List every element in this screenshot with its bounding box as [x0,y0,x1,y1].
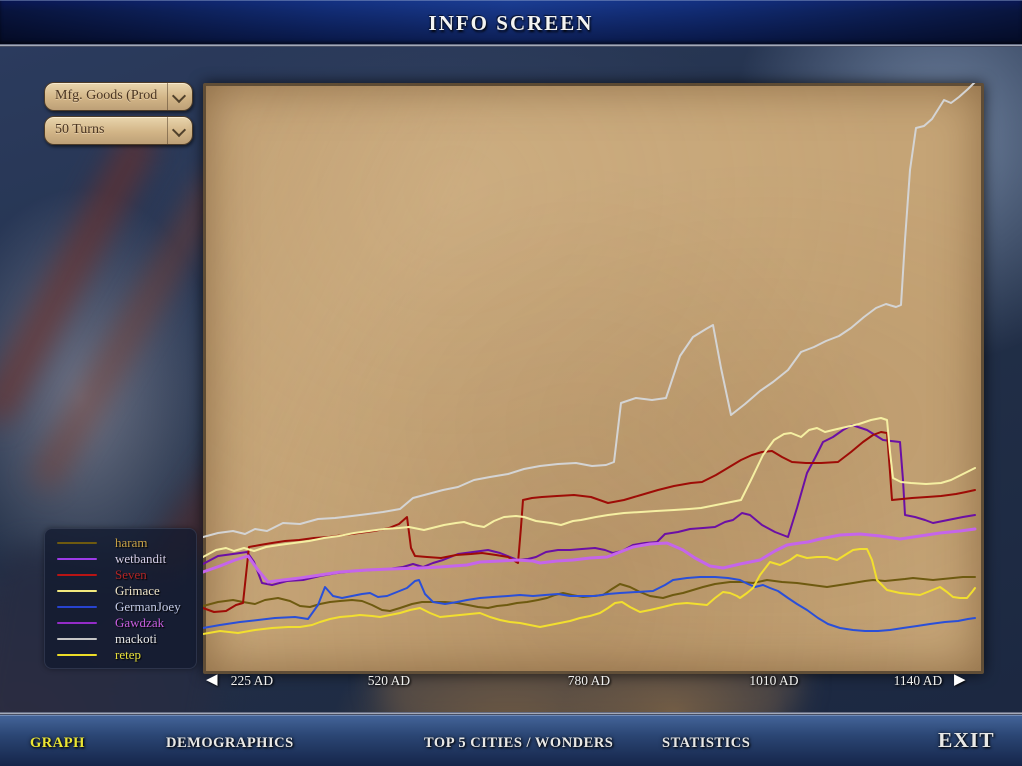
legend-item-wetbandit: wetbandit [44,551,197,567]
legend-label: retep [115,647,141,662]
tab-statistics[interactable]: STATISTICS [662,735,751,751]
metric-dropdown-button[interactable] [167,83,192,110]
legend-item-seven: Seven [44,567,197,583]
series-GermanJoey [203,576,976,632]
legend-line-swatch [57,574,97,576]
legend-item-mackoti: mackoti [44,631,197,647]
x-tick-label: 225 AD [230,673,274,688]
tab-top5-cities-wonders[interactable]: TOP 5 CITIES / WONDERS [424,735,614,751]
legend-label: Grimace [115,583,160,598]
legend-label: GermanJoey [115,599,181,614]
chevron-down-icon [171,88,187,104]
x-tick-label: 1010 AD [749,673,799,688]
bottom-separator [0,712,1022,715]
top-separator [0,44,1022,47]
metric-dropdown[interactable]: Mfg. Goods (Prod [44,82,193,111]
graph-canvas [203,83,984,674]
scroll-left-icon[interactable]: ◀ [206,672,218,688]
legend-line-swatch [57,654,97,656]
series-Grimace [203,417,976,558]
legend-label: mackoti [115,631,157,646]
tab-demographics[interactable]: DEMOGRAPHICS [166,735,294,751]
legend-line-swatch [57,590,97,592]
title-bar: INFO SCREEN [0,0,1022,44]
background-streak [0,121,162,429]
bottom-nav-bar [0,715,1022,766]
legend-label: wetbandit [115,551,167,566]
series-retep [203,548,976,635]
x-tick-label: 1140 AD [893,673,943,688]
legend-label: haram [115,535,148,550]
turns-dropdown-value: 50 Turns [55,122,105,137]
legend-line-swatch [57,606,97,608]
legend-label: Gawdzak [115,615,165,630]
series-Seven [203,431,976,613]
series-haram [203,576,976,612]
chevron-down-icon [171,122,187,138]
legend-item-retep: retep [44,647,197,663]
legend-item-haram: haram [44,535,197,551]
legend-line-swatch [57,542,97,544]
turns-dropdown-button[interactable] [167,117,192,144]
legend-line-swatch [57,558,97,560]
legend-item-grimace: Grimace [44,583,197,599]
exit-button[interactable]: EXIT [938,728,995,752]
series-wetbandit [203,424,976,586]
metric-dropdown-value: Mfg. Goods (Prod [55,88,158,103]
series-Gawdzak [203,527,977,584]
legend-panel: haram wetbandit Seven Grimace GermanJoey Gawd… [44,528,197,669]
legend-item-germanjoey: GermanJoey [44,599,197,615]
series-mackoti [203,83,976,538]
scroll-right-icon[interactable]: ▶ [954,672,966,688]
legend-item-gawdzak: Gawdzak [44,615,197,631]
legend-line-swatch [57,638,97,640]
legend-line-swatch [57,622,97,624]
background-streak [29,167,233,493]
x-tick-label: 780 AD [567,673,611,688]
chart-lines [203,83,977,635]
legend-label: Seven [115,567,147,582]
x-tick-label: 520 AD [367,673,411,688]
tab-graph[interactable]: GRAPH [30,735,85,751]
page-title: INFO SCREEN [428,11,594,35]
turns-dropdown[interactable]: 50 Turns [44,116,193,145]
